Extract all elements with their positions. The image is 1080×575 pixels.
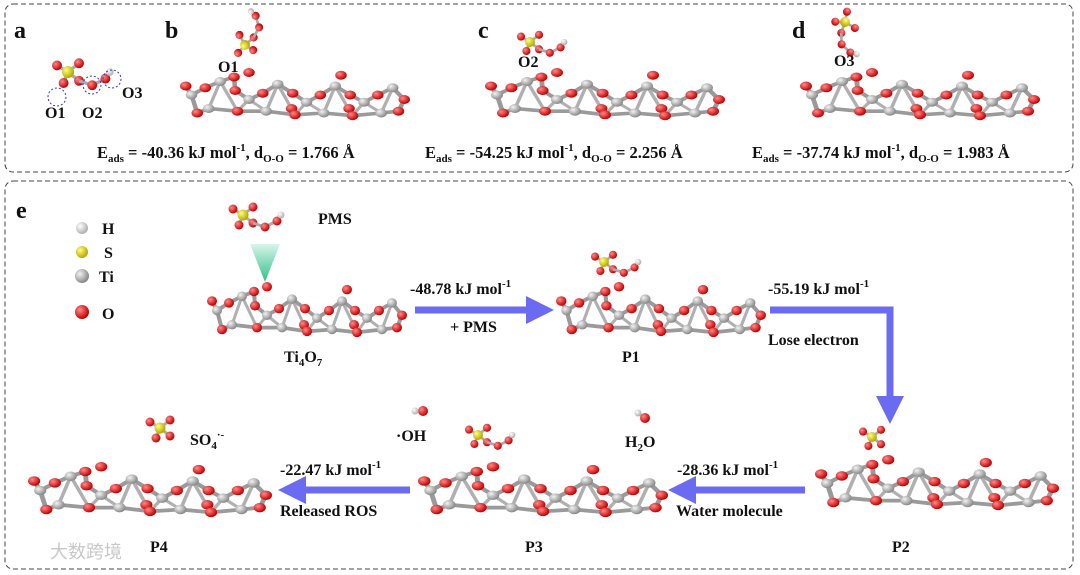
text: , d bbox=[901, 143, 918, 162]
species-label: SO4·- bbox=[190, 429, 225, 452]
subscript: O-O bbox=[591, 153, 612, 165]
text: -48.78 kJ mol bbox=[410, 281, 503, 298]
adsorption-indicator bbox=[250, 244, 280, 282]
superscript: -1 bbox=[564, 142, 573, 154]
subscript: O-O bbox=[263, 153, 284, 165]
site-label: O1 bbox=[218, 59, 238, 76]
site-label: O2 bbox=[518, 54, 538, 71]
slab bbox=[418, 462, 668, 517]
superscript: -1 bbox=[769, 459, 778, 471]
state-label: Ti4O7 bbox=[284, 349, 323, 369]
slab bbox=[180, 68, 410, 120]
pms-molecule bbox=[517, 31, 567, 57]
subscript: ads bbox=[763, 153, 780, 165]
species-label: H2O bbox=[625, 434, 655, 454]
superscript: -1 bbox=[502, 278, 511, 290]
text: E bbox=[97, 143, 108, 162]
slab bbox=[815, 455, 1059, 510]
site-label: O1 bbox=[45, 105, 65, 122]
superscript: -1 bbox=[891, 142, 900, 154]
text: -28.36 kJ mol bbox=[677, 462, 770, 479]
energy-label: Eads = -40.36 kJ mol-1, dO-O = 1.766 Å bbox=[97, 142, 355, 165]
subscript: 4 bbox=[299, 357, 305, 369]
panel-label: a bbox=[14, 18, 26, 44]
text: = 1.766 Å bbox=[284, 143, 355, 162]
subscript: 2 bbox=[637, 442, 643, 454]
pms-molecule bbox=[232, 6, 266, 60]
pms-molecule bbox=[47, 58, 122, 107]
step-note: + PMS bbox=[450, 319, 497, 336]
slab bbox=[485, 68, 725, 120]
step-energy: -48.78 kJ mol-1 bbox=[410, 278, 511, 298]
energy-label: Eads = -37.74 kJ mol-1, dO-O = 1.983 Å bbox=[752, 142, 1010, 165]
text: , d bbox=[246, 143, 263, 162]
text: = -40.36 kJ mol bbox=[124, 143, 237, 162]
state-label: P3 bbox=[525, 539, 543, 556]
text: Ti bbox=[284, 349, 299, 366]
superscript: -1 bbox=[372, 459, 381, 471]
oh-molecule bbox=[410, 404, 430, 418]
step-note: Water molecule bbox=[676, 503, 783, 520]
slab bbox=[800, 68, 1040, 120]
panel-label: b bbox=[165, 18, 178, 44]
slab bbox=[205, 280, 409, 340]
text: E bbox=[425, 143, 436, 162]
superscript: -1 bbox=[860, 278, 869, 290]
watermark: 大数跨境 bbox=[50, 542, 122, 563]
panel-label: e bbox=[16, 198, 27, 224]
step-note: Released ROS bbox=[280, 503, 377, 520]
text: = -37.74 kJ mol bbox=[779, 143, 892, 162]
text: = -54.25 kJ mol bbox=[452, 143, 565, 162]
site-label: O3 bbox=[122, 85, 142, 102]
panel-border bbox=[4, 3, 1074, 173]
legend: H S Ti O bbox=[75, 221, 115, 323]
species-label: PMS bbox=[318, 211, 352, 228]
pms-molecule bbox=[229, 203, 285, 232]
so4-molecule bbox=[857, 424, 887, 452]
text: O bbox=[304, 349, 316, 366]
pms-molecule bbox=[465, 424, 515, 450]
text: , d bbox=[574, 143, 591, 162]
panel-label: d bbox=[792, 18, 806, 44]
superscript: ·- bbox=[217, 429, 225, 441]
legend-label: H bbox=[102, 221, 115, 238]
state-label: P4 bbox=[150, 539, 168, 556]
subscript: 4 bbox=[211, 440, 217, 452]
site-label: O3 bbox=[834, 53, 854, 70]
text: O bbox=[643, 434, 655, 451]
text: E bbox=[752, 143, 763, 162]
text: -55.19 kJ mol bbox=[768, 281, 861, 298]
pms-molecule bbox=[591, 251, 641, 277]
species-label: ·OH bbox=[396, 428, 427, 445]
step-note: Lose electron bbox=[768, 332, 859, 349]
subscript: O-O bbox=[918, 153, 939, 165]
text: SO bbox=[190, 432, 211, 449]
step-energy: -55.19 kJ mol-1 bbox=[768, 278, 869, 298]
text: = 1.983 Å bbox=[939, 143, 1010, 162]
text: = 2.256 Å bbox=[612, 143, 683, 162]
slab bbox=[556, 282, 766, 337]
state-label: P1 bbox=[622, 349, 640, 366]
legend-label: Ti bbox=[99, 269, 114, 286]
so4-molecule bbox=[144, 414, 176, 444]
site-label: O2 bbox=[82, 105, 102, 122]
energy-label: Eads = -54.25 kJ mol-1, dO-O = 2.256 Å bbox=[425, 142, 683, 165]
panel-border bbox=[4, 180, 1074, 570]
subscript: ads bbox=[436, 153, 453, 165]
text: H bbox=[625, 434, 638, 451]
text: -22.47 kJ mol bbox=[280, 462, 373, 479]
subscript: ads bbox=[108, 153, 125, 165]
legend-label: S bbox=[104, 245, 113, 262]
arrows bbox=[278, 296, 904, 504]
panel-label: c bbox=[478, 18, 489, 44]
slab bbox=[28, 462, 272, 517]
step-energy: -28.36 kJ mol-1 bbox=[677, 459, 778, 479]
subscript: 7 bbox=[317, 357, 323, 369]
step-energy: -22.47 kJ mol-1 bbox=[280, 459, 381, 479]
superscript: -1 bbox=[236, 142, 245, 154]
water-molecule bbox=[633, 408, 652, 425]
legend-label: O bbox=[102, 306, 114, 323]
state-label: P2 bbox=[892, 539, 910, 556]
